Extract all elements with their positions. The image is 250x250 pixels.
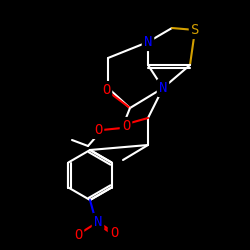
Text: N: N [94, 215, 102, 229]
Text: O: O [94, 123, 102, 137]
Text: O: O [74, 228, 82, 242]
Text: S: S [191, 23, 199, 37]
Text: O: O [122, 119, 130, 133]
Text: O: O [110, 226, 118, 240]
Text: N: N [144, 35, 152, 49]
Text: N: N [159, 81, 167, 95]
Text: O: O [102, 83, 110, 97]
